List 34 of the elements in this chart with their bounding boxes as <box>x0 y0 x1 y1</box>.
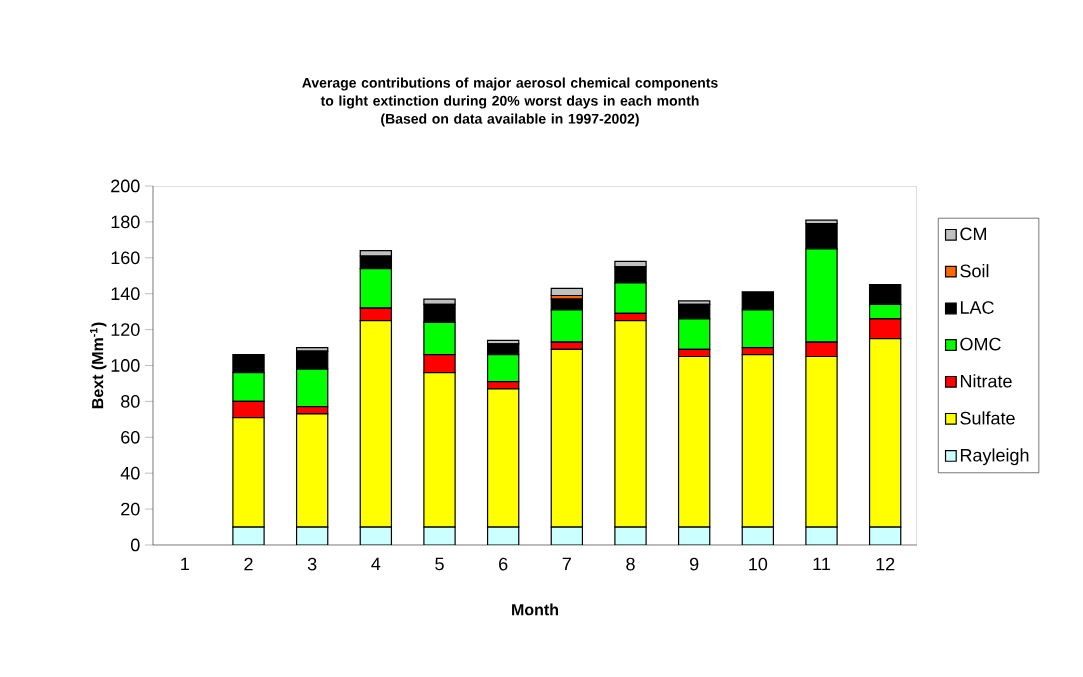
x-tick-label: 1 <box>181 557 189 571</box>
y-tick-label: 160 <box>111 251 140 265</box>
y-tick-label: 140 <box>111 287 140 301</box>
x-tick-label: 10 <box>749 557 768 571</box>
y-tick-label: 120 <box>111 323 140 336</box>
legend-label: OMC <box>960 337 1001 351</box>
x-tick-label: 9 <box>690 557 699 571</box>
legend-label: CM <box>960 227 986 241</box>
y-tick-label: 200 <box>111 179 140 193</box>
legend-label: Sulfate <box>960 411 1015 425</box>
x-tick-label: 11 <box>813 557 830 571</box>
x-tick-label: 2 <box>244 557 253 571</box>
y-tick-label: 180 <box>111 215 140 229</box>
x-tick-label: 4 <box>371 557 381 571</box>
x-tick-label: 8 <box>626 557 635 571</box>
x-tick-label: 12 <box>876 557 895 571</box>
y-tick-label: 40 <box>120 466 140 480</box>
y-tick-label: 80 <box>121 395 140 408</box>
x-tick-label: 7 <box>562 557 571 571</box>
chart-subtitle: (Based on data available in 1997-2002) <box>381 113 639 127</box>
legend-label: Rayleigh <box>960 448 1029 466</box>
y-axis-title: Bext (Mm$^{-1}$) <box>89 322 107 409</box>
y-tick-label: 20 <box>121 502 140 516</box>
y-tick-label: 60 <box>121 430 140 444</box>
legend-label: LAC <box>960 301 994 314</box>
legend-label: Soil <box>960 264 989 278</box>
y-tick-label: 0 <box>130 538 140 552</box>
x-tick-label: 3 <box>307 557 317 571</box>
x-tick-label: 6 <box>499 557 508 571</box>
legend-label: Nitrate <box>960 374 1012 388</box>
y-tick-label: 100 <box>111 359 140 372</box>
x-axis-title: Month <box>512 603 558 616</box>
chart-title: Average contributions of major aerosol chemical components to light extinction during 20% worst days in each month <box>302 77 718 109</box>
x-tick-label: 5 <box>435 557 444 571</box>
